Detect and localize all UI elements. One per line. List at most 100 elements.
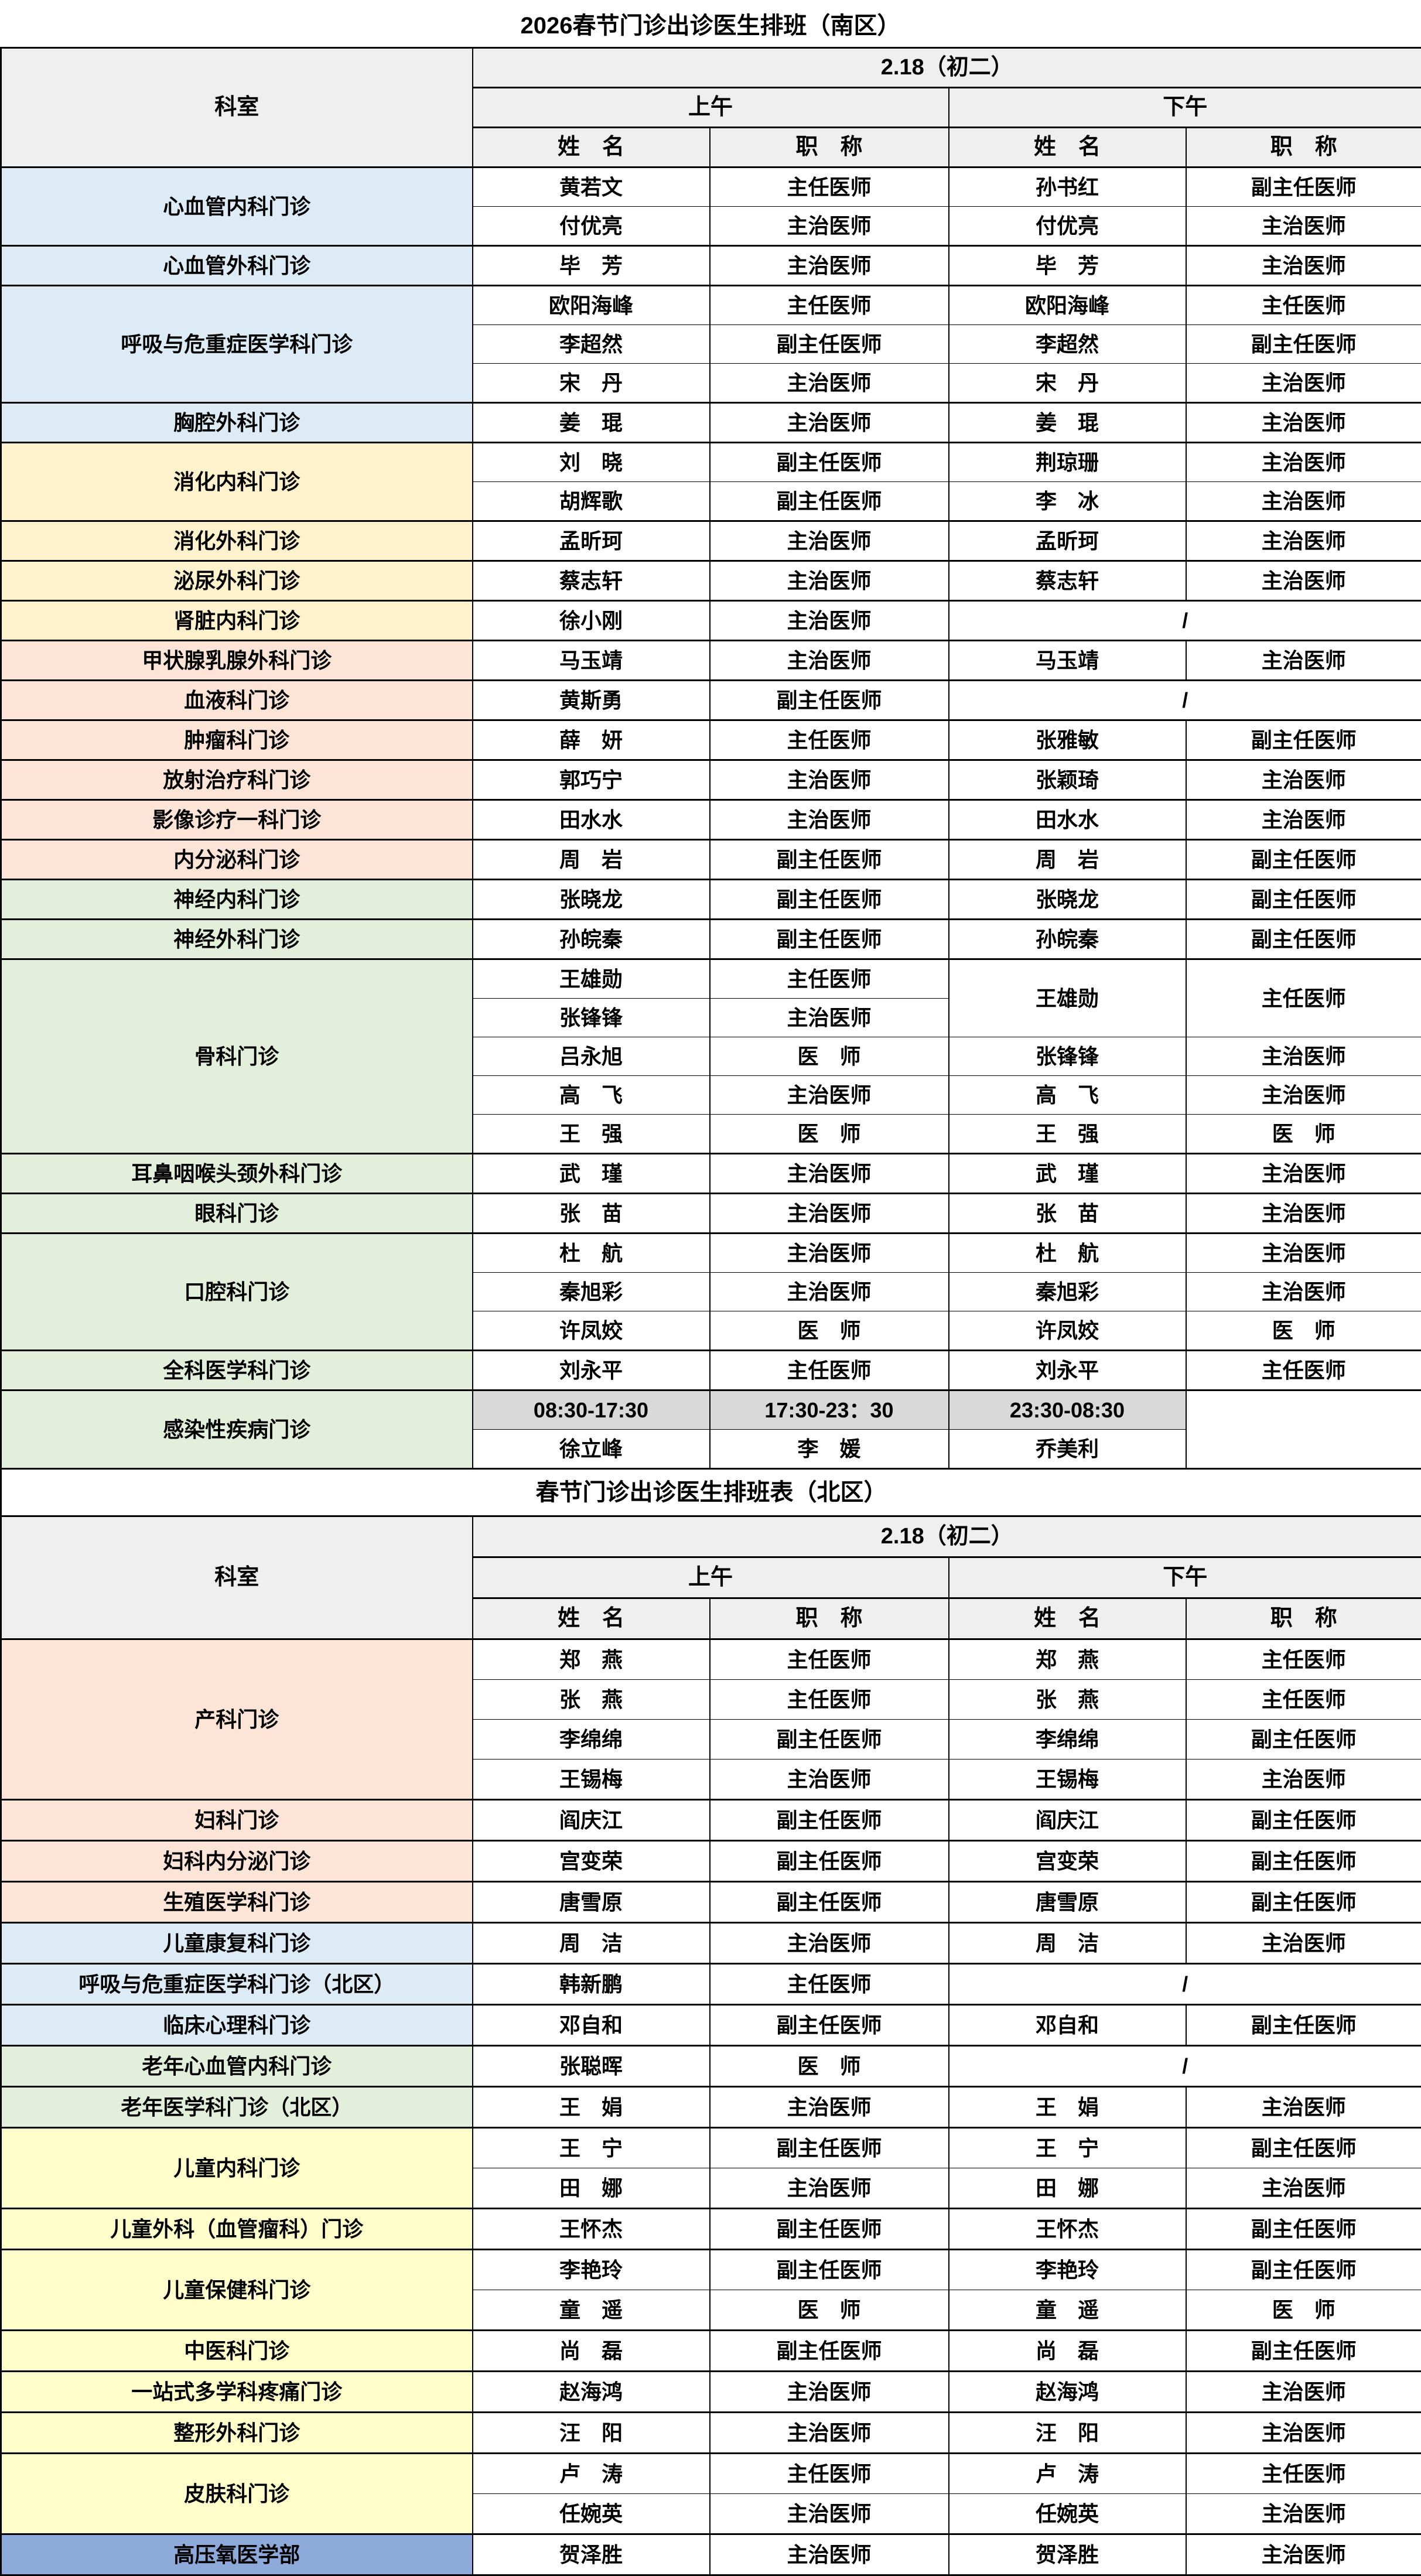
doctor-name-cell: 孙书红: [949, 168, 1186, 207]
doctor-title-cell: 副主任医师: [710, 2250, 949, 2290]
doctor-title-cell: 主治医师: [710, 641, 949, 681]
doctor-name-cell: 张聪晖: [473, 2046, 710, 2087]
doctor-title-cell: 主治医师: [1186, 2372, 1421, 2413]
dept-cell: 皮肤科门诊: [1, 2454, 473, 2534]
doctor-title-cell: 主治医师: [1186, 1923, 1421, 1964]
doctor-name-cell: 王怀杰: [949, 2209, 1186, 2250]
doctor-title-cell: 主治医师: [1186, 760, 1421, 800]
doctor-title-cell: 主治医师: [710, 601, 949, 641]
doctor-title-cell: 副主任医师: [710, 325, 949, 364]
doctor-name-cell: 高 飞: [473, 1076, 710, 1115]
doctor-title-cell: 主治医师: [710, 800, 949, 840]
doctor-name-cell: 王 强: [949, 1115, 1186, 1154]
doctor-name-cell: 任婉英: [473, 2494, 710, 2534]
shift-time-cell: 23:30-08:30: [949, 1391, 1186, 1430]
doctor-title-cell: 主任医师: [710, 286, 949, 325]
doctor-title-cell: 副主任医师: [710, 2331, 949, 2372]
dept-cell: 呼吸与危重症医学科门诊: [1, 286, 473, 403]
dept-cell: 口腔科门诊: [1, 1234, 473, 1351]
doctor-name-cell: 周 岩: [473, 840, 710, 880]
doctor-name-cell: 汪 阳: [949, 2413, 1186, 2454]
doctor-name-cell: 张晓龙: [473, 880, 710, 920]
header-cell: 姓 名: [949, 128, 1186, 168]
doctor-name-cell: 韩新鹏: [473, 1964, 710, 2005]
doctor-title-cell: 副主任医师: [1186, 880, 1421, 920]
doctor-name-cell: 荆琼珊: [949, 443, 1186, 482]
doctor-title-cell: 主治医师: [710, 2534, 949, 2575]
dept-cell: 临床心理科门诊: [1, 2005, 473, 2046]
doctor-name-cell: 张 燕: [473, 1680, 710, 1720]
doctor-name-cell: 徐小刚: [473, 601, 710, 641]
header-cell: 2.18（初二）: [473, 48, 1421, 88]
empty-slot-cell: /: [949, 601, 1421, 641]
dept-cell: 骨科门诊: [1, 959, 473, 1154]
empty-slot-cell: /: [949, 1964, 1421, 2005]
doctor-title-cell: 副主任医师: [710, 920, 949, 959]
doctor-name-cell: 贺泽胜: [949, 2534, 1186, 2575]
doctor-name-cell: 孙皖秦: [949, 920, 1186, 959]
doctor-title-cell: 主治医师: [710, 1273, 949, 1311]
header-cell: 姓 名: [473, 128, 710, 168]
doctor-title-cell: 主治医师: [1186, 403, 1421, 443]
dept-cell: 心血管内科门诊: [1, 168, 473, 246]
doctor-title-cell: 主任医师: [710, 959, 949, 999]
dept-cell: 神经内科门诊: [1, 880, 473, 920]
doctor-title-cell: 主治医师: [1186, 1194, 1421, 1234]
doctor-title-cell: 医 师: [1186, 1115, 1421, 1154]
doctor-name-cell: 王雄勋: [473, 959, 710, 999]
doctor-name-cell: 尚 磊: [949, 2331, 1186, 2372]
dept-cell: 肿瘤科门诊: [1, 720, 473, 760]
dept-cell: 一站式多学科疼痛门诊: [1, 2372, 473, 2413]
dept-cell: 妇科内分泌门诊: [1, 1841, 473, 1882]
dept-cell: 产科门诊: [1, 1639, 473, 1800]
doctor-name-cell: 王 强: [473, 1115, 710, 1154]
doctor-name-cell: 杜 航: [473, 1234, 710, 1273]
doctor-title-cell: 主治医师: [710, 1154, 949, 1194]
doctor-title-cell: 主治医师: [710, 403, 949, 443]
dept-cell: 消化外科门诊: [1, 521, 473, 561]
header-cell: 上午: [473, 88, 949, 128]
header-cell: 科室: [1, 1516, 473, 1639]
header-cell: 姓 名: [473, 1598, 710, 1639]
header-cell: 下午: [949, 88, 1421, 128]
doctor-title-cell: 医 师: [710, 1037, 949, 1076]
doctor-name-cell: 宋 丹: [473, 364, 710, 403]
doctor-title-cell: 主治医师: [1186, 364, 1421, 403]
dept-cell: 消化内科门诊: [1, 443, 473, 521]
south-table-title: 2026春节门诊出诊医生排班（南区）: [0, 0, 1421, 47]
doctor-title-cell: 副主任医师: [1186, 2331, 1421, 2372]
doctor-title-cell: 副主任医师: [710, 2005, 949, 2046]
doctor-title-cell: 主任医师: [1186, 2454, 1421, 2494]
doctor-title-cell: 主治医师: [1186, 246, 1421, 286]
doctor-name-cell: 阎庆江: [949, 1800, 1186, 1841]
doctor-name-cell: 张 苗: [473, 1194, 710, 1234]
dept-cell: 儿童外科（血管瘤科）门诊: [1, 2209, 473, 2250]
doctor-title-cell: 副主任医师: [710, 880, 949, 920]
doctor-title-cell: 主治医师: [1186, 1076, 1421, 1115]
doctor-title-cell: 主治医师: [710, 760, 949, 800]
dept-cell: 泌尿外科门诊: [1, 561, 473, 601]
doctor-name-cell: 马玉靖: [949, 641, 1186, 681]
doctor-name-cell: 郭巧宁: [473, 760, 710, 800]
doctor-title-cell: 主治医师: [1186, 521, 1421, 561]
doctor-title-cell: 医 师: [1186, 2290, 1421, 2331]
doctor-title-cell: 副主任医师: [1186, 720, 1421, 760]
doctor-name-cell: 乔美利: [949, 1430, 1186, 1469]
doctor-name-cell: 任婉英: [949, 2494, 1186, 2534]
doctor-title-cell: 主任医师: [710, 168, 949, 207]
doctor-name-cell: 汪 阳: [473, 2413, 710, 2454]
doctor-name-cell: 卢 涛: [949, 2454, 1186, 2494]
doctor-title-cell: 副主任医师: [1186, 168, 1421, 207]
doctor-title-cell: 主治医师: [710, 2168, 949, 2209]
header-cell: 下午: [949, 1557, 1421, 1598]
doctor-title-cell: 主治医师: [1186, 1760, 1421, 1800]
shift-time-cell: 08:30-17:30: [473, 1391, 710, 1430]
dept-cell: 眼科门诊: [1, 1194, 473, 1234]
north-table-title: 春节门诊出诊医生排班表（北区）: [1, 1469, 1421, 1516]
doctor-name-cell: 李 冰: [949, 482, 1186, 521]
dept-cell: 耳鼻咽喉头颈外科门诊: [1, 1154, 473, 1194]
doctor-title-cell: 主任医师: [1186, 1639, 1421, 1680]
doctor-name-cell: 唐雪原: [473, 1882, 710, 1923]
